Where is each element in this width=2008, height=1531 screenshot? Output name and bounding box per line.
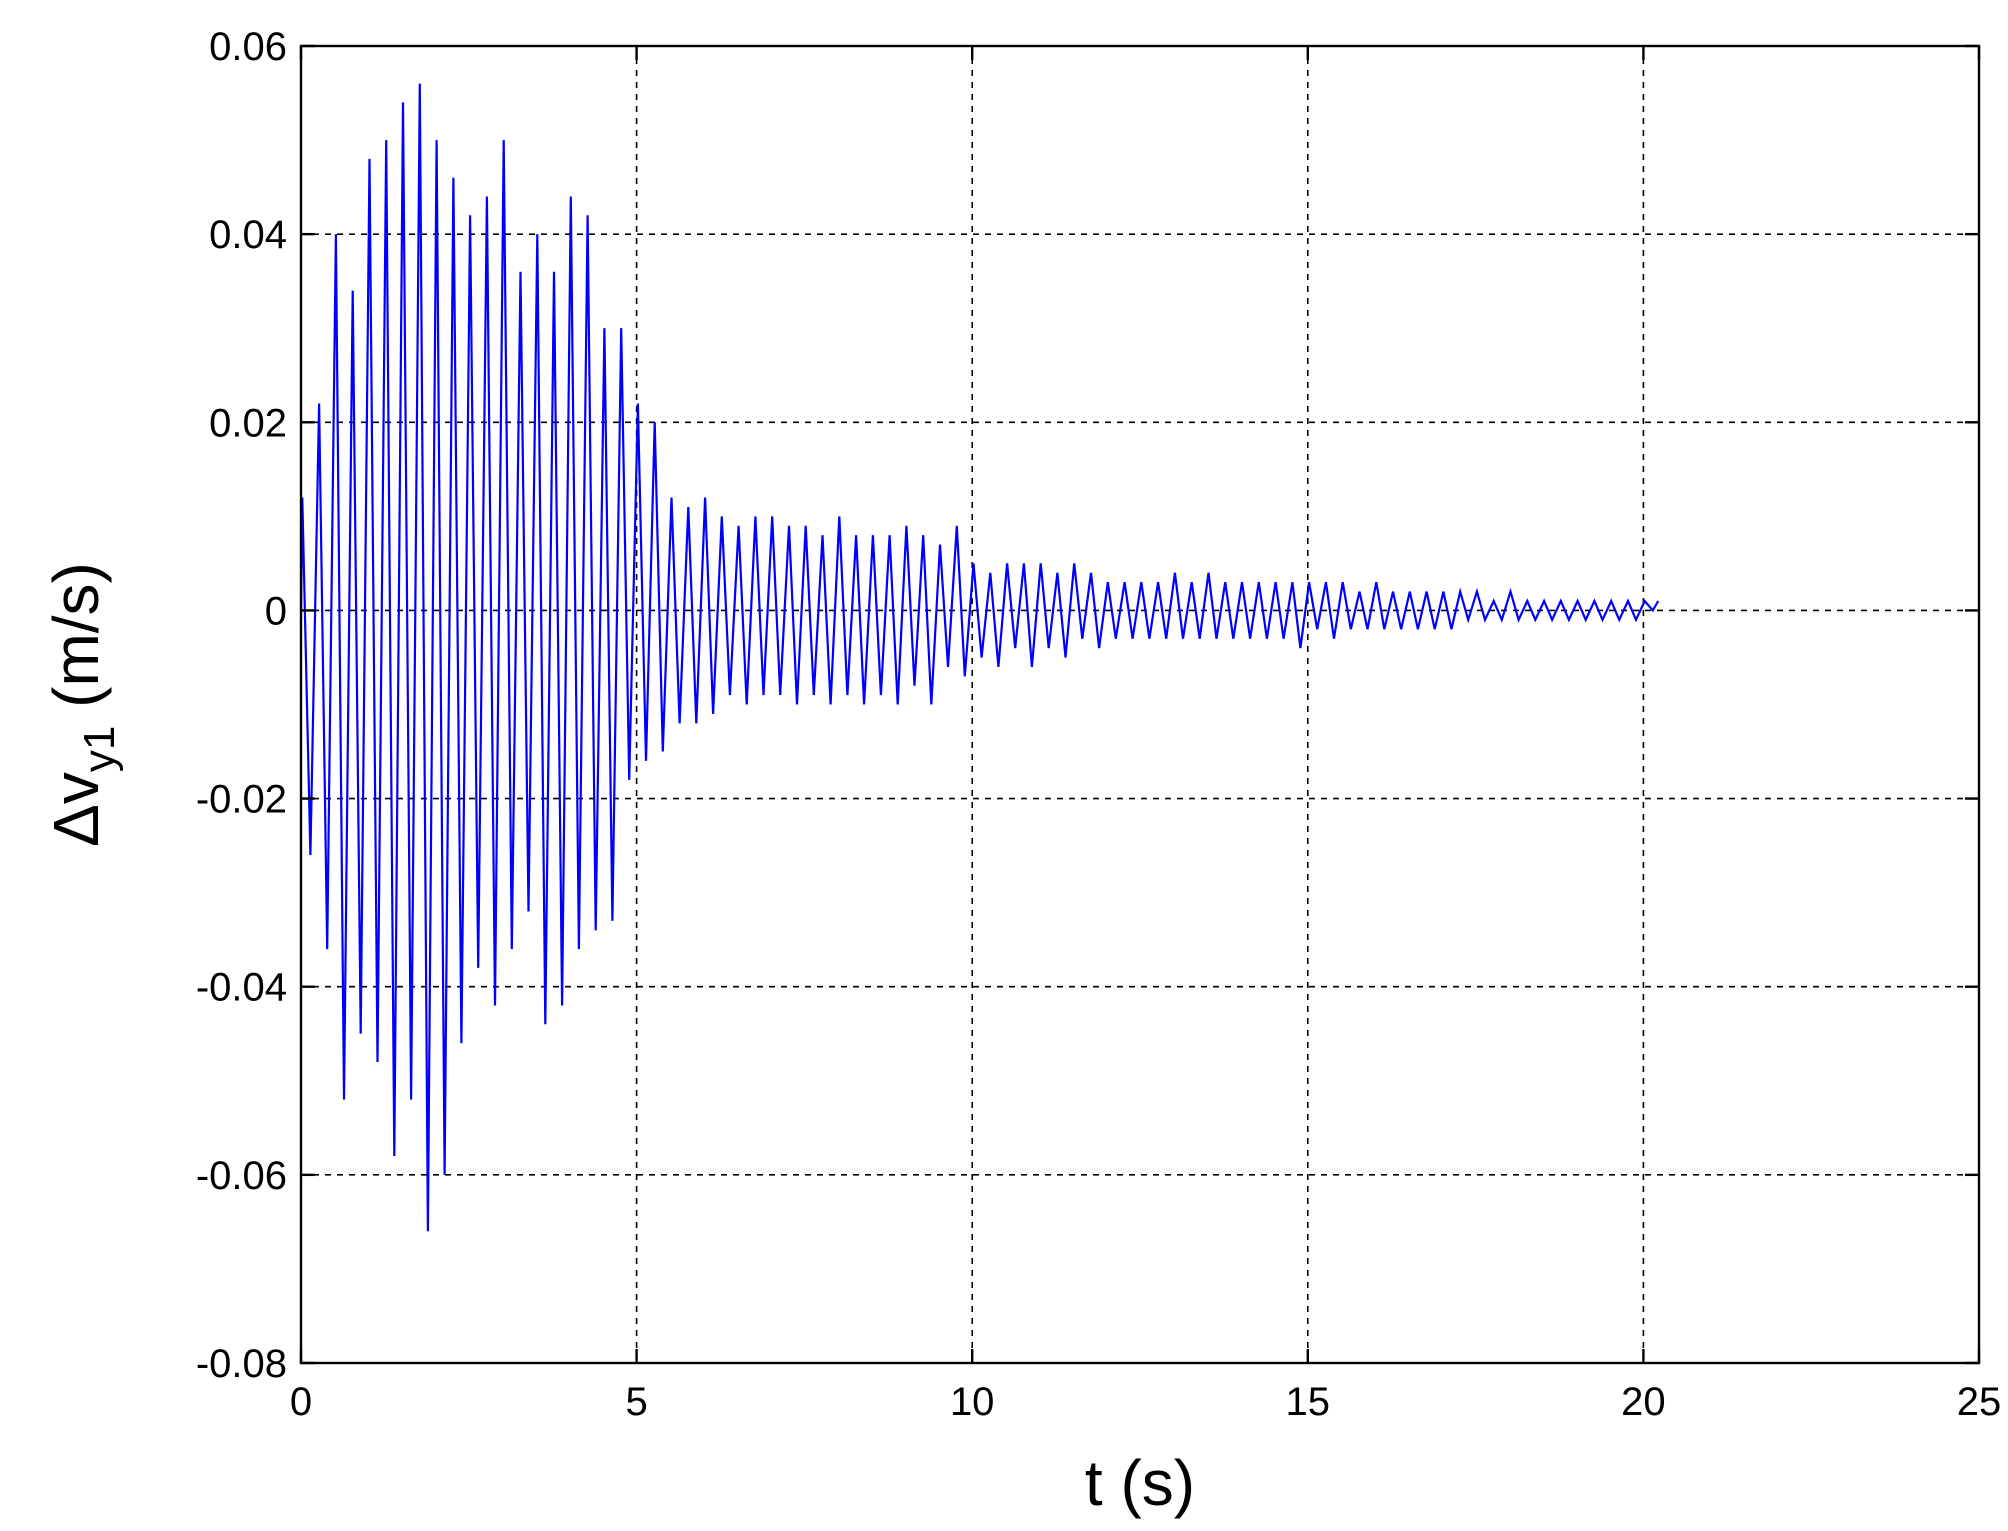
y-tick-label: -0.06 — [196, 1154, 287, 1198]
y-tick-label: 0.02 — [209, 401, 287, 445]
y-tick-label: 0 — [265, 589, 287, 633]
y-tick-label: 0.06 — [209, 25, 287, 69]
y-tick-labels: 0.06 0.04 0.02 0 -0.02 -0.04 -0.06 -0.08 — [196, 25, 287, 1386]
x-tick-label: 0 — [290, 1380, 312, 1424]
y-axis-label-suffix: (m/s) — [40, 562, 112, 726]
x-tick-label: 5 — [625, 1380, 647, 1424]
x-tick-label: 20 — [1621, 1380, 1666, 1424]
plot-area — [301, 46, 1979, 1363]
y-tick-label: -0.02 — [196, 778, 287, 822]
series-line — [299, 83, 1660, 1232]
y-tick-label: -0.08 — [196, 1342, 287, 1386]
y-axis-label-subscript: y1 — [75, 726, 124, 772]
x-tick-label: 10 — [950, 1380, 995, 1424]
y-axis-label: Δvy1 (m/s) — [40, 562, 124, 847]
x-axis-label: t (s) — [1085, 1447, 1195, 1519]
y-axis-label-prefix: Δv — [40, 772, 112, 847]
y-tick-label: 0.04 — [209, 213, 287, 257]
y-tick-label: -0.04 — [196, 966, 287, 1010]
plot-frame — [299, 44, 1981, 1365]
x-tick-label: 25 — [1957, 1380, 2002, 1424]
x-tick-labels: 0 5 10 15 20 25 — [290, 1380, 2001, 1424]
series-group — [299, 83, 1660, 1232]
ticks — [299, 44, 1981, 1365]
x-tick-label: 15 — [1286, 1380, 1331, 1424]
